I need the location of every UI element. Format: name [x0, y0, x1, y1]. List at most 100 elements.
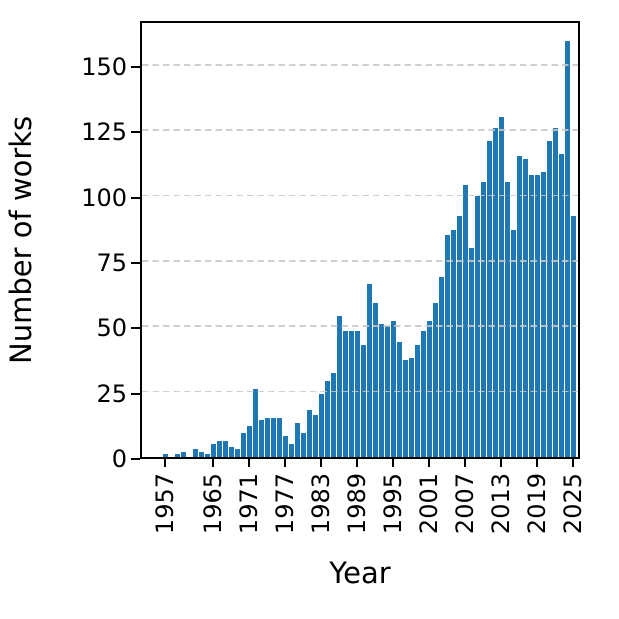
bar-1969 [234, 449, 240, 457]
bar-1966 [216, 441, 222, 457]
bar-2005 [450, 229, 456, 457]
bar-1983 [318, 394, 324, 457]
y-tick-0 [131, 458, 140, 460]
bar-2019 [534, 174, 540, 457]
y-tick-label-125: 125 [81, 118, 127, 147]
bar-1959 [174, 454, 180, 457]
x-tick-2013 [500, 459, 502, 467]
y-tick-label-100: 100 [81, 183, 127, 212]
x-tick-1957 [164, 459, 166, 467]
bar-2000 [420, 331, 426, 457]
gridline-50 [142, 325, 578, 328]
x-tick-label-1971: 1971 [235, 473, 263, 535]
bar-2021 [546, 140, 552, 457]
x-tick-2025 [572, 459, 574, 467]
bar-1968 [228, 446, 234, 457]
bar-1979 [294, 423, 300, 457]
bar-2010 [480, 182, 486, 457]
x-tick-label-1983: 1983 [307, 473, 335, 535]
x-tick-label-2025: 2025 [559, 473, 587, 535]
y-tick-label-0: 0 [111, 445, 127, 473]
bar-1974 [264, 417, 270, 457]
bar-1984 [324, 381, 330, 457]
bar-1976 [276, 417, 282, 457]
bar-1991 [366, 284, 372, 457]
bar-1962 [192, 449, 198, 457]
y-tick-50 [131, 327, 140, 330]
x-tick-1977 [284, 459, 286, 467]
bar-1981 [306, 409, 312, 457]
y-tick-150 [131, 65, 140, 68]
bar-2015 [510, 229, 516, 457]
x-tick-label-1995: 1995 [379, 473, 407, 535]
y-tick-label-25: 25 [96, 379, 127, 408]
x-tick-1983 [320, 459, 322, 467]
bar-2002 [432, 302, 438, 457]
bar-2014 [504, 182, 510, 457]
bar-1993 [378, 323, 384, 457]
y-tick-125 [131, 131, 140, 134]
bar-2017 [522, 158, 528, 457]
bar-1997 [402, 360, 408, 457]
x-tick-label-1989: 1989 [343, 473, 371, 535]
x-tick-1995 [392, 459, 394, 467]
x-tick-label-1957: 1957 [151, 473, 179, 535]
y-tick-25 [131, 392, 140, 395]
x-tick-1989 [356, 459, 358, 467]
plot-area [140, 21, 580, 459]
bar-2004 [444, 234, 450, 457]
bar-2023 [558, 153, 564, 457]
x-tick-2001 [428, 459, 430, 467]
x-axis-title: Year [329, 556, 391, 590]
bar-2025 [570, 216, 576, 457]
x-tick-1965 [212, 459, 214, 467]
bar-2022 [552, 127, 558, 457]
bar-2003 [438, 276, 444, 457]
y-tick-label-150: 150 [81, 52, 127, 81]
bar-1995 [390, 321, 396, 457]
bar-2001 [426, 321, 432, 457]
bar-2011 [486, 140, 492, 457]
bar-1999 [414, 344, 420, 457]
y-tick-label-75: 75 [96, 248, 127, 277]
bar-2020 [540, 171, 546, 457]
bar-2016 [516, 156, 522, 457]
bar-1977 [282, 436, 288, 457]
bar-1986 [336, 315, 342, 457]
bar-1998 [408, 357, 414, 457]
bar-1985 [330, 373, 336, 457]
x-tick-label-1965: 1965 [199, 473, 227, 535]
bar-1987 [342, 331, 348, 457]
bar-1964 [204, 454, 210, 457]
x-tick-label-1977: 1977 [271, 473, 299, 535]
x-tick-label-2001: 2001 [415, 473, 443, 535]
bar-1992 [372, 302, 378, 457]
bar-1971 [246, 425, 252, 457]
bar-1960 [180, 451, 186, 457]
x-tick-label-2007: 2007 [451, 473, 479, 535]
bar-2018 [528, 174, 534, 457]
bar-2012 [492, 127, 498, 457]
bar-1980 [300, 433, 306, 457]
bar-1990 [360, 344, 366, 457]
bar-1996 [396, 341, 402, 457]
bar-1965 [210, 443, 216, 457]
x-tick-2007 [464, 459, 466, 467]
x-tick-1971 [248, 459, 250, 467]
x-tick-label-2019: 2019 [523, 473, 551, 535]
y-tick-100 [131, 196, 140, 199]
bar-2006 [456, 216, 462, 457]
bar-1970 [240, 433, 246, 457]
y-tick-label-50: 50 [96, 314, 127, 343]
gridline-125 [142, 129, 578, 131]
bar-1973 [258, 420, 264, 457]
bar-2008 [468, 247, 474, 457]
x-tick-2019 [536, 459, 538, 467]
gridline-150 [142, 63, 578, 66]
bar-2007 [462, 185, 468, 457]
bar-1982 [312, 415, 318, 457]
bar-2024 [564, 41, 570, 457]
x-tick-label-2013: 2013 [487, 473, 515, 535]
bar-1988 [348, 331, 354, 457]
